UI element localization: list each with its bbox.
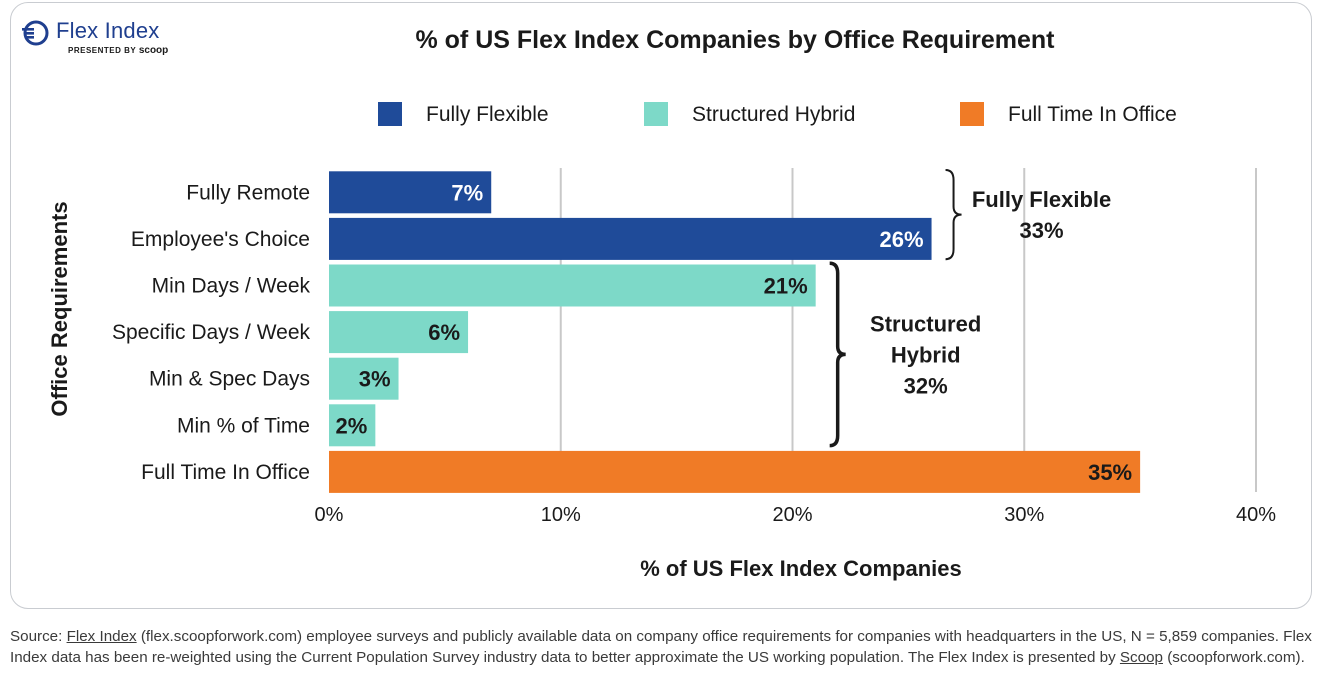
data-label: 7% bbox=[451, 180, 483, 205]
data-label: 26% bbox=[880, 227, 924, 252]
x-tick-labels: 0% 10% 20% 30% 40% bbox=[315, 504, 1277, 526]
category-label: Min % of Time bbox=[177, 414, 310, 437]
data-label: 6% bbox=[428, 320, 460, 345]
legend: Fully Flexible Structured Hybrid Full Time… bbox=[378, 102, 1177, 126]
chart-title: % of US Flex Index Companies by Office R… bbox=[415, 26, 1055, 54]
logo-presented-by: PRESENTED BY scoop bbox=[68, 45, 169, 56]
bar bbox=[329, 357, 399, 400]
group-annotation: Fully Flexible 33% bbox=[945, 169, 1111, 261]
legend-swatch bbox=[378, 102, 402, 126]
category-label: Fully Remote bbox=[186, 181, 310, 204]
legend-item: Structured Hybrid bbox=[644, 102, 855, 126]
group-bracket bbox=[829, 261, 846, 448]
group-annotations: Fully Flexible 33% Structured Hybrid 32% bbox=[829, 169, 1111, 448]
flex-index-link[interactable]: Flex Index bbox=[66, 628, 137, 645]
category-label: Employee's Choice bbox=[131, 228, 310, 251]
bar bbox=[329, 450, 1141, 493]
flex-index-logo: Flex Index PRESENTED BY scoop bbox=[22, 18, 192, 62]
source-note: Source: Flex Index (flex.scoopforwork.co… bbox=[10, 628, 1312, 666]
group-annotation-label: Structured bbox=[870, 311, 981, 336]
category-labels: Fully Remote Employee's Choice Min Days / … bbox=[112, 181, 311, 484]
legend-label: Structured Hybrid bbox=[692, 103, 855, 126]
legend-item: Fully Flexible bbox=[378, 102, 549, 126]
group-annotation-label: Hybrid bbox=[891, 342, 961, 367]
data-label: 3% bbox=[359, 367, 391, 392]
logo-partner-name: scoop bbox=[138, 45, 169, 56]
x-tick-label: 20% bbox=[772, 504, 812, 526]
bars: 7% 26% 21% 6% 3% 2% 35% bbox=[329, 171, 1141, 493]
bar bbox=[329, 311, 469, 354]
data-label: 35% bbox=[1088, 460, 1132, 485]
x-axis-title: % of US Flex Index Companies bbox=[640, 556, 962, 581]
category-label: Min & Spec Days bbox=[149, 368, 310, 391]
flex-index-logo-icon bbox=[22, 20, 49, 46]
legend-item: Full Time In Office bbox=[960, 102, 1177, 126]
group-bracket bbox=[945, 169, 962, 261]
bar-chart: % of US Flex Index Companies by Office R… bbox=[47, 26, 1277, 581]
legend-label: Full Time In Office bbox=[1008, 103, 1177, 126]
logo-brand-text: Flex Index bbox=[56, 18, 160, 43]
x-tick-label: 30% bbox=[1004, 504, 1044, 526]
group-annotation: Structured Hybrid 32% bbox=[829, 261, 981, 448]
category-label: Specific Days / Week bbox=[112, 321, 311, 344]
bar bbox=[329, 217, 932, 260]
x-tick-label: 40% bbox=[1236, 504, 1276, 526]
bar bbox=[329, 171, 492, 214]
y-axis-title: Office Requirements bbox=[47, 201, 72, 416]
group-annotation-label: Fully Flexible bbox=[972, 187, 1111, 212]
x-tick-label: 0% bbox=[315, 504, 344, 526]
legend-label: Fully Flexible bbox=[426, 103, 549, 126]
data-label: 21% bbox=[764, 274, 808, 299]
legend-swatch bbox=[644, 102, 668, 126]
legend-swatch bbox=[960, 102, 984, 126]
bar bbox=[329, 404, 376, 447]
category-label: Min Days / Week bbox=[152, 275, 311, 298]
bar bbox=[329, 264, 816, 307]
data-label: 2% bbox=[336, 413, 368, 438]
x-tick-label: 10% bbox=[541, 504, 581, 526]
group-annotation-label: 32% bbox=[904, 373, 948, 398]
scoop-link[interactable]: Scoop bbox=[1119, 649, 1163, 666]
category-label: Full Time In Office bbox=[141, 461, 310, 484]
group-annotation-label: 33% bbox=[1020, 218, 1064, 243]
